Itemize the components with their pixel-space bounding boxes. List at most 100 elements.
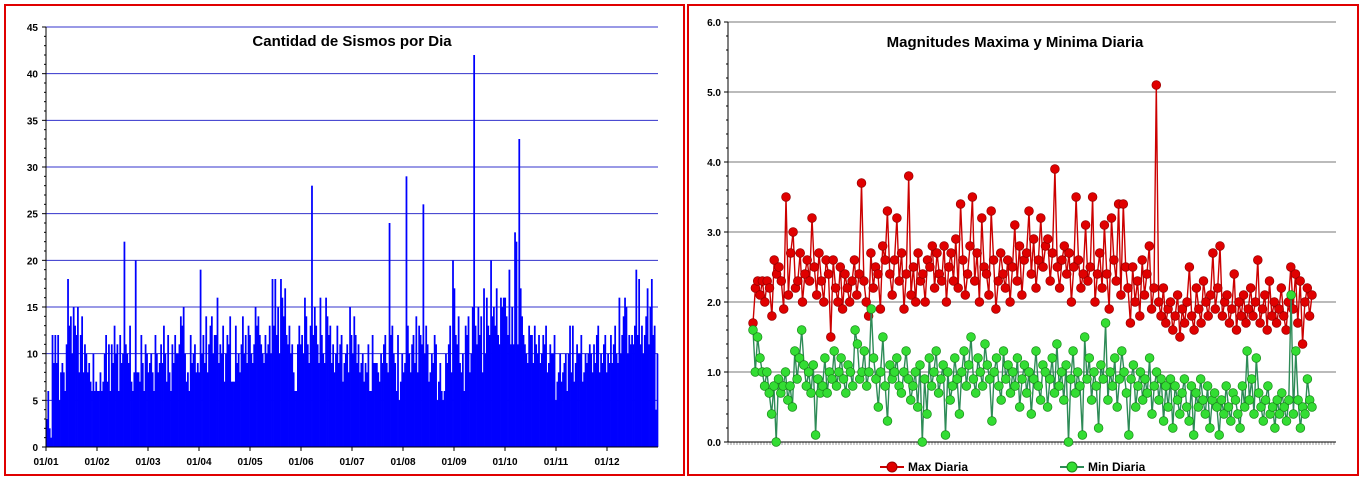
left-bar xyxy=(429,372,432,447)
max-point xyxy=(1080,220,1091,230)
min-point xyxy=(748,325,758,335)
left-bar xyxy=(363,381,366,447)
left-bar xyxy=(467,316,470,447)
max-point xyxy=(1102,269,1112,279)
max-point xyxy=(1212,283,1223,293)
left-bar xyxy=(122,353,124,447)
max-point xyxy=(988,255,999,265)
min-point xyxy=(1147,409,1157,419)
left-bar xyxy=(337,363,340,447)
max-point xyxy=(819,297,829,307)
left-bar xyxy=(247,325,250,447)
left-bar xyxy=(116,344,119,447)
left-bar xyxy=(109,391,112,447)
max-point xyxy=(868,283,879,293)
left-bar xyxy=(220,353,223,447)
left-bar xyxy=(443,391,446,447)
min-point xyxy=(1212,402,1222,412)
left-bar xyxy=(347,372,350,447)
left-bar xyxy=(628,335,631,447)
max-point xyxy=(774,262,784,272)
left-x-tick-label: 01/03 xyxy=(135,457,160,468)
left-bar xyxy=(119,335,122,447)
max-point xyxy=(1293,318,1303,328)
max-point xyxy=(1066,297,1077,307)
left-bar xyxy=(46,419,48,447)
left-bar xyxy=(171,344,174,447)
left-bar xyxy=(182,307,185,447)
max-point xyxy=(844,297,855,307)
max-point xyxy=(866,248,876,258)
max-point xyxy=(1304,311,1315,321)
max-point xyxy=(1231,325,1242,335)
left-bar xyxy=(141,363,144,447)
min-point xyxy=(796,325,807,335)
left-bar xyxy=(652,335,655,447)
min-point xyxy=(1100,318,1111,328)
max-point xyxy=(1012,276,1022,286)
min-point xyxy=(873,402,884,412)
max-point xyxy=(1069,262,1079,272)
min-point xyxy=(1191,388,1201,398)
left-bar xyxy=(495,288,498,447)
left-bar xyxy=(229,316,232,447)
min-point xyxy=(905,395,916,405)
left-bar xyxy=(459,363,461,447)
left-bar xyxy=(574,363,577,447)
max-point xyxy=(896,248,907,258)
min-point xyxy=(1216,395,1227,405)
left-bar xyxy=(202,335,205,447)
max-point xyxy=(797,297,808,307)
left-bar xyxy=(494,325,497,447)
max-point xyxy=(998,269,1008,279)
left-bar xyxy=(529,335,532,447)
max-point xyxy=(955,199,966,209)
left-bar xyxy=(179,316,182,447)
left-bar xyxy=(477,307,480,447)
left-bar xyxy=(330,363,333,447)
min-point xyxy=(998,346,1009,356)
left-bar xyxy=(184,353,186,447)
max-point xyxy=(965,241,975,251)
max-point xyxy=(1186,311,1197,321)
left-bar xyxy=(295,391,298,447)
left-bar xyxy=(614,325,617,447)
left-bar xyxy=(418,325,421,447)
left-bar xyxy=(598,372,601,447)
left-bar xyxy=(380,353,382,447)
min-point xyxy=(1042,402,1053,412)
left-bar xyxy=(402,372,405,447)
max-point xyxy=(1033,255,1044,265)
max-point xyxy=(852,290,862,300)
left-bar xyxy=(442,400,445,447)
left-bar xyxy=(453,288,456,447)
max-point xyxy=(1234,297,1244,307)
max-point xyxy=(849,255,860,265)
min-point xyxy=(817,381,828,391)
min-point xyxy=(1221,381,1231,391)
left-bar xyxy=(383,344,385,447)
min-point xyxy=(875,367,886,377)
left-bar xyxy=(474,325,477,447)
left-x-tick-label: 01/06 xyxy=(288,457,313,468)
max-point xyxy=(993,276,1004,286)
max-point xyxy=(944,262,954,272)
min-point xyxy=(1233,409,1243,419)
min-point xyxy=(996,395,1006,405)
left-bar xyxy=(189,335,192,447)
left-bar xyxy=(532,363,535,447)
left-bar xyxy=(188,391,191,447)
max-point xyxy=(1146,304,1157,314)
left-bar xyxy=(257,316,260,447)
min-point xyxy=(1258,416,1269,426)
left-bar xyxy=(263,363,265,447)
min-point xyxy=(1209,388,1220,398)
max-point xyxy=(927,241,938,251)
left-bar xyxy=(212,353,215,447)
min-point xyxy=(1135,367,1146,377)
left-bar xyxy=(51,335,54,447)
min-point xyxy=(752,332,763,342)
left-bar xyxy=(187,372,189,447)
min-point xyxy=(1177,388,1187,398)
left-bar xyxy=(82,372,85,447)
